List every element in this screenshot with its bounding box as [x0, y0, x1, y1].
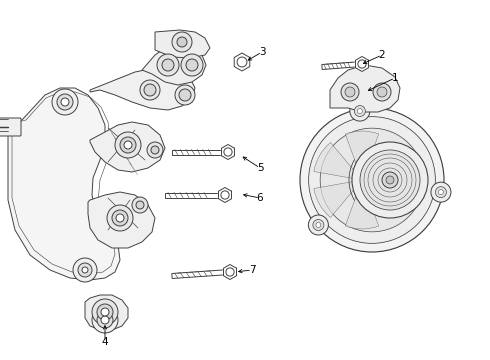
Polygon shape — [221, 144, 235, 159]
Text: 3: 3 — [259, 47, 265, 57]
Circle shape — [147, 142, 163, 158]
Polygon shape — [90, 68, 195, 110]
Polygon shape — [234, 53, 250, 71]
Polygon shape — [172, 149, 228, 154]
Circle shape — [320, 128, 424, 232]
Circle shape — [132, 197, 148, 213]
Circle shape — [221, 191, 229, 199]
Polygon shape — [172, 270, 230, 279]
Circle shape — [354, 105, 366, 117]
Text: 5: 5 — [257, 163, 263, 173]
Circle shape — [172, 32, 192, 52]
Polygon shape — [322, 62, 362, 69]
Text: 4: 4 — [102, 337, 108, 347]
Circle shape — [115, 132, 141, 158]
Text: 2: 2 — [379, 50, 385, 60]
Circle shape — [177, 37, 187, 47]
Circle shape — [136, 201, 144, 209]
Circle shape — [92, 299, 118, 325]
Circle shape — [237, 57, 247, 67]
Circle shape — [386, 176, 394, 184]
Circle shape — [316, 222, 321, 228]
Circle shape — [144, 84, 156, 96]
Circle shape — [57, 94, 73, 110]
Circle shape — [226, 268, 234, 276]
Wedge shape — [362, 143, 410, 180]
Circle shape — [358, 60, 366, 68]
Circle shape — [101, 308, 109, 316]
Wedge shape — [362, 180, 410, 217]
Text: 1: 1 — [392, 73, 398, 83]
Circle shape — [179, 89, 191, 101]
Wedge shape — [345, 131, 379, 180]
Circle shape — [162, 59, 174, 71]
Circle shape — [224, 148, 232, 156]
Circle shape — [352, 142, 428, 218]
Circle shape — [360, 150, 420, 210]
Circle shape — [112, 210, 128, 226]
Circle shape — [357, 109, 362, 113]
Circle shape — [73, 258, 97, 282]
Circle shape — [439, 190, 443, 195]
Circle shape — [175, 85, 195, 105]
Circle shape — [436, 186, 446, 198]
Circle shape — [308, 215, 328, 235]
Polygon shape — [155, 30, 210, 58]
Wedge shape — [314, 180, 362, 217]
Circle shape — [313, 220, 324, 230]
Polygon shape — [356, 57, 368, 72]
Circle shape — [61, 98, 69, 106]
Polygon shape — [8, 88, 120, 280]
Polygon shape — [90, 122, 165, 172]
Polygon shape — [85, 295, 128, 330]
FancyBboxPatch shape — [0, 118, 21, 136]
Circle shape — [116, 214, 124, 222]
Circle shape — [82, 267, 88, 273]
Circle shape — [120, 137, 136, 153]
Polygon shape — [223, 265, 237, 279]
Text: 6: 6 — [257, 193, 263, 203]
Circle shape — [181, 54, 203, 76]
Circle shape — [78, 263, 92, 277]
Circle shape — [431, 182, 451, 202]
Circle shape — [377, 87, 387, 97]
Circle shape — [101, 316, 109, 324]
Circle shape — [97, 304, 113, 320]
Circle shape — [309, 117, 435, 243]
Circle shape — [341, 83, 359, 101]
Polygon shape — [219, 188, 231, 202]
Polygon shape — [165, 193, 225, 198]
Circle shape — [373, 83, 391, 101]
Circle shape — [52, 89, 78, 115]
Polygon shape — [330, 65, 400, 112]
Polygon shape — [142, 45, 206, 85]
Circle shape — [157, 54, 179, 76]
Circle shape — [151, 146, 159, 154]
Circle shape — [92, 307, 118, 333]
Text: 7: 7 — [249, 265, 255, 275]
Circle shape — [186, 59, 198, 71]
Circle shape — [97, 312, 113, 328]
Circle shape — [107, 205, 133, 231]
Circle shape — [124, 141, 132, 149]
Polygon shape — [88, 192, 155, 248]
Circle shape — [350, 101, 370, 121]
Circle shape — [345, 87, 355, 97]
Circle shape — [382, 172, 398, 188]
Wedge shape — [345, 180, 379, 229]
Wedge shape — [314, 143, 362, 180]
Circle shape — [140, 80, 160, 100]
Circle shape — [300, 108, 444, 252]
